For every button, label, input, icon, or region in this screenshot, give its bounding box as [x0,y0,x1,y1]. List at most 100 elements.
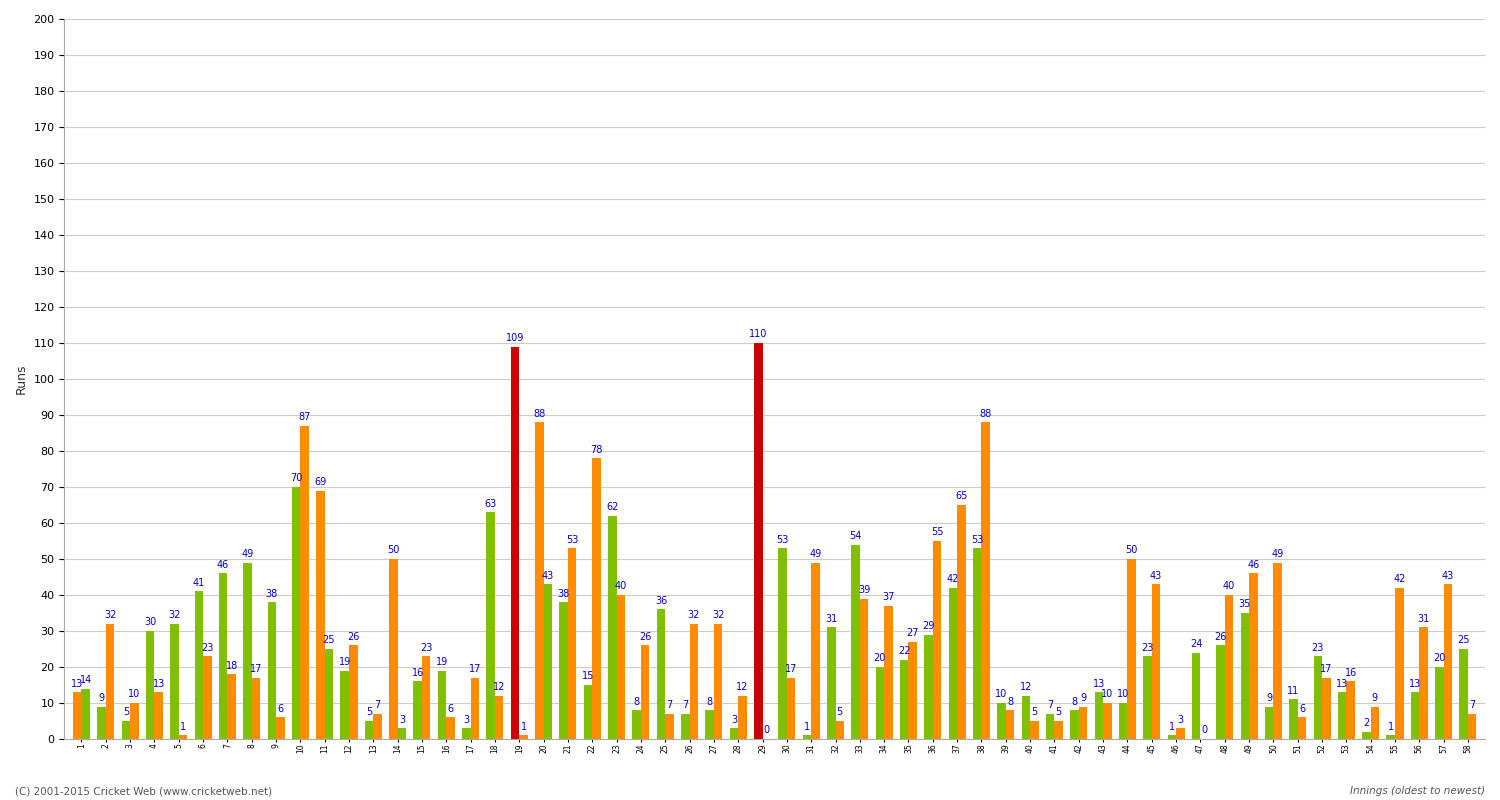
Bar [1443,584,1452,739]
Bar [1119,703,1128,739]
Bar [560,602,568,739]
Bar [657,610,664,739]
Text: 24: 24 [1190,639,1203,649]
Bar [974,548,981,739]
Bar [981,422,990,739]
Text: 43: 43 [542,570,554,581]
Bar [1460,649,1468,739]
Bar [154,692,164,739]
Text: 78: 78 [591,445,603,454]
Bar [414,682,422,739]
Bar [778,548,788,739]
Bar [1152,584,1161,739]
Bar [398,728,406,739]
Text: 55: 55 [932,527,944,538]
Text: 7: 7 [375,700,381,710]
Text: 88: 88 [980,409,992,418]
Bar [714,624,723,739]
Text: 40: 40 [615,582,627,591]
Text: 17: 17 [784,664,798,674]
Bar [1192,653,1200,739]
Text: 35: 35 [1239,599,1251,610]
Bar [1395,588,1404,739]
Text: 5: 5 [837,707,843,718]
Text: 50: 50 [1125,546,1138,555]
Text: 39: 39 [858,585,870,595]
Bar [1224,595,1233,739]
Text: 23: 23 [420,642,432,653]
Bar [1288,699,1298,739]
Text: 37: 37 [882,592,894,602]
Bar [1030,721,1038,739]
Bar [1468,714,1476,739]
Text: 15: 15 [582,671,594,682]
Text: 8: 8 [1071,697,1077,706]
Text: 10: 10 [128,690,141,699]
Bar [1240,613,1250,739]
Text: 31: 31 [825,614,837,624]
Text: 10: 10 [1101,690,1113,699]
Bar [948,588,957,739]
Bar [1338,692,1347,739]
Bar [422,656,430,739]
Bar [1347,682,1354,739]
Bar [536,422,543,739]
Text: 6: 6 [278,704,284,714]
Bar [106,624,114,739]
Text: 17: 17 [251,664,262,674]
Bar [486,512,495,739]
Bar [568,548,576,739]
Text: 40: 40 [1222,582,1234,591]
Bar [202,656,211,739]
Text: 32: 32 [687,610,700,620]
Bar [276,718,285,739]
Text: 32: 32 [712,610,724,620]
Text: 3: 3 [399,714,405,725]
Text: 5: 5 [123,707,129,718]
Text: 8: 8 [633,697,639,706]
Bar [909,642,916,739]
Text: 19: 19 [339,657,351,667]
Text: 49: 49 [810,549,822,559]
Text: 41: 41 [192,578,206,588]
Bar [364,721,374,739]
Bar [1362,732,1371,739]
Bar [640,646,650,739]
Text: Innings (oldest to newest): Innings (oldest to newest) [1350,786,1485,796]
Text: 13: 13 [1092,678,1106,689]
Bar [1216,646,1224,739]
Bar [195,591,202,739]
Text: 32: 32 [104,610,116,620]
Text: 62: 62 [606,502,618,512]
Text: 13: 13 [153,678,165,689]
Text: 7: 7 [666,700,672,710]
Text: 23: 23 [1142,642,1154,653]
Text: 23: 23 [201,642,213,653]
Text: 27: 27 [906,628,920,638]
Bar [1128,559,1136,739]
Bar [1264,706,1274,739]
Text: 6: 6 [1299,704,1305,714]
Text: 10: 10 [1118,690,1130,699]
Bar [1167,735,1176,739]
Bar [884,606,892,739]
Bar [681,714,690,739]
Text: 2: 2 [1364,718,1370,728]
Bar [1419,627,1428,739]
Bar [447,718,454,739]
Text: 36: 36 [656,596,668,606]
Text: 38: 38 [266,589,278,598]
Text: 23: 23 [1311,642,1324,653]
Text: 13: 13 [1408,678,1420,689]
Bar [340,670,350,739]
Bar [1412,692,1419,739]
Bar [243,562,252,739]
Bar [1046,714,1054,739]
Text: 65: 65 [956,491,968,502]
Text: 29: 29 [922,621,934,631]
Text: 13: 13 [1336,678,1348,689]
Bar [788,678,795,739]
Text: 53: 53 [566,534,579,545]
Bar [754,343,762,739]
Bar [1298,718,1306,739]
